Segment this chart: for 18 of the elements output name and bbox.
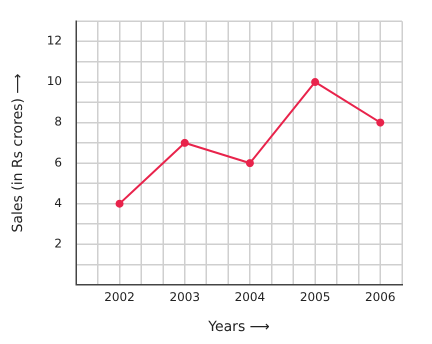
- point: [311, 78, 320, 86]
- point: [246, 159, 254, 168]
- x-tick-label: 2005: [300, 290, 330, 304]
- y-axis-title: Sales (in Rs crores) ⟶: [10, 74, 26, 232]
- y-tick-label: 10: [46, 74, 62, 88]
- x-tick-label: 2003: [169, 290, 200, 304]
- x-tick-label: 2004: [234, 290, 266, 304]
- point: [376, 118, 384, 127]
- x-axis-title: Years ⟶: [207, 319, 270, 336]
- y-tick-label: 2: [54, 236, 62, 250]
- point: [116, 200, 124, 208]
- x-tick-label: 2002: [104, 290, 135, 304]
- y-tick-label: 12: [46, 34, 62, 48]
- y-tick-label: 8: [54, 114, 62, 129]
- x-tick-label: 2006: [365, 290, 396, 304]
- point: [180, 138, 189, 147]
- y-tick-label: 4: [54, 196, 62, 210]
- y-tick-label: 6: [54, 155, 62, 170]
